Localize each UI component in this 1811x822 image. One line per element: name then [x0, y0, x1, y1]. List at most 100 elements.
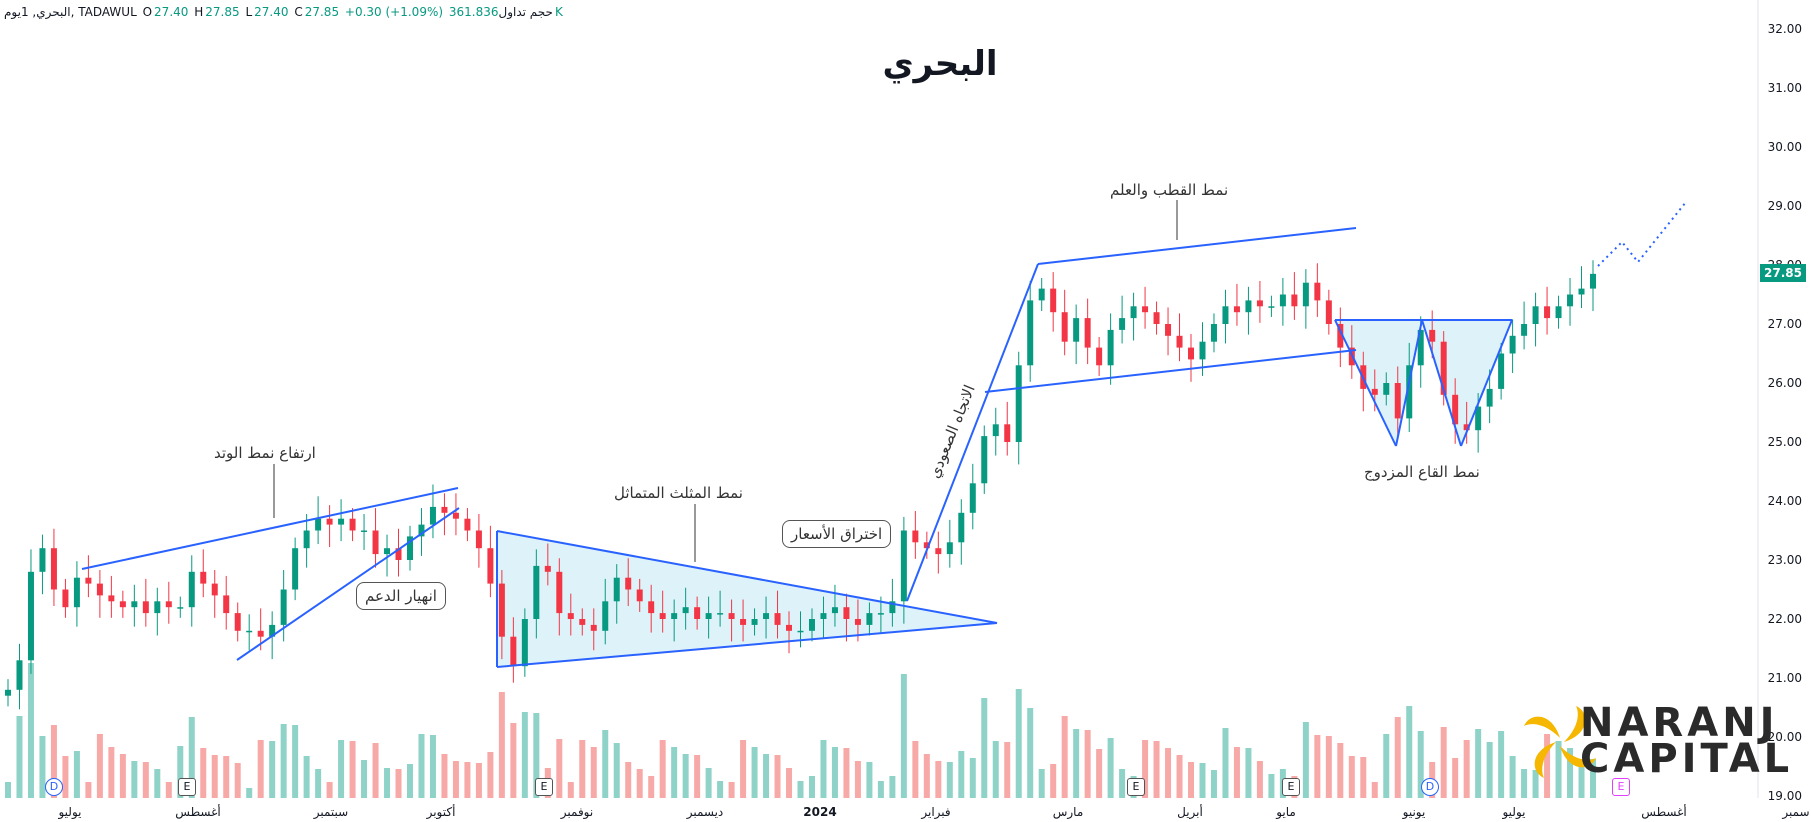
candle-body: [223, 595, 230, 614]
candle-body: [154, 601, 161, 614]
candle-body: [969, 483, 976, 513]
chart-title: البحري: [882, 44, 998, 84]
volume-bar: [1417, 731, 1424, 798]
candle-body: [384, 548, 391, 555]
bottom1-down: [1334, 319, 1397, 447]
candle-body: [1256, 300, 1263, 307]
candle-body: [579, 619, 586, 625]
volume-bar: [1532, 770, 1539, 798]
volume-bar: [1314, 735, 1321, 798]
volume-bar: [1084, 730, 1091, 798]
candle-body: [1096, 347, 1103, 366]
candle-body: [165, 601, 172, 608]
volume-bar: [625, 762, 632, 798]
volume-bar: [613, 743, 620, 798]
candle-body: [498, 583, 505, 637]
volume-bar: [1256, 761, 1263, 798]
earnings-marker[interactable]: E: [535, 778, 553, 796]
candle-body: [1176, 335, 1183, 348]
candle-body: [1153, 312, 1160, 324]
candle-body: [200, 571, 207, 584]
flag-upper-line: [1037, 227, 1357, 265]
volume-bar: [728, 782, 735, 798]
candle-body: [487, 548, 494, 584]
candle-body: [361, 530, 368, 532]
volume-bar: [1440, 727, 1447, 798]
volume-label: حجم تداول: [498, 5, 553, 19]
volume-bar: [854, 761, 861, 798]
volume-bars: [5, 663, 1596, 798]
candle-body: [717, 613, 724, 615]
volume-bar: [1096, 749, 1103, 798]
earnings-marker[interactable]: E: [1612, 778, 1630, 796]
y-tick-label: 27.00: [1768, 317, 1802, 331]
candle-body: [935, 548, 942, 555]
candle-body: [315, 518, 322, 531]
volume-bar: [889, 776, 896, 798]
candle-body: [636, 589, 643, 602]
volume-bar: [27, 663, 34, 798]
change-value: +0.30 (+1.09%): [344, 5, 444, 19]
candle-body: [751, 619, 758, 625]
naranj-logo-icon: [1524, 706, 1596, 778]
bottom1-up: [1395, 319, 1423, 447]
triangle-lower-line: [496, 622, 998, 668]
volume-bar: [372, 743, 379, 798]
candle-body: [854, 619, 861, 625]
volume-bar: [1486, 742, 1493, 798]
candle-body: [85, 577, 92, 584]
volume-bar: [108, 747, 115, 798]
volume-bar: [636, 769, 643, 798]
candle-body: [740, 619, 747, 625]
candle-body: [372, 530, 379, 555]
candle-body: [1210, 324, 1217, 342]
candle-body: [1314, 282, 1321, 301]
y-tick-label: 23.00: [1768, 553, 1802, 567]
volume-bar: [1073, 729, 1080, 798]
dividend-marker[interactable]: D: [45, 778, 63, 796]
volume-bar: [1153, 741, 1160, 798]
candle-body: [705, 613, 712, 619]
earnings-marker[interactable]: E: [1282, 778, 1300, 796]
candle-body: [1325, 300, 1332, 324]
volume-bar: [1544, 734, 1551, 798]
volume-bar: [188, 717, 195, 798]
candle-body: [1475, 406, 1482, 431]
volume-bar: [395, 769, 402, 798]
candle-body: [349, 518, 356, 531]
candle-body: [544, 565, 551, 572]
volume-bar: [1521, 769, 1528, 798]
low-value: 27.40: [254, 5, 289, 19]
last-price-tag: 27.85: [1760, 264, 1806, 282]
volume-bar: [62, 756, 69, 798]
y-tick-label: 31.00: [1768, 81, 1802, 95]
candle-body: [682, 607, 689, 614]
volume-bar: [602, 730, 609, 798]
y-tick-label: 20.00: [1768, 730, 1802, 744]
volume-bar: [1348, 756, 1355, 798]
volume-bar: [200, 748, 207, 798]
open-value: 27.40: [154, 5, 189, 19]
volume-value: 361.836K: [448, 5, 563, 19]
earnings-marker[interactable]: E: [178, 778, 196, 796]
candle-body: [1452, 394, 1459, 425]
candle-body: [1383, 383, 1390, 395]
candle-body: [1130, 306, 1137, 319]
candle-body: [1245, 300, 1252, 313]
candle-body: [1199, 341, 1206, 360]
earnings-marker[interactable]: E: [1127, 778, 1145, 796]
volume-bar: [487, 752, 494, 798]
candle-body: [418, 524, 425, 537]
volume-bar: [579, 740, 586, 798]
logo-line1: NARANJ: [1580, 700, 1779, 746]
candle-body: [73, 577, 80, 608]
volume-bar: [39, 736, 46, 798]
volume-bar: [326, 782, 333, 798]
dividend-marker[interactable]: D: [1421, 778, 1439, 796]
candles: [5, 260, 1596, 710]
candle-body: [1578, 288, 1585, 295]
candle-body: [119, 601, 126, 608]
candle-body: [16, 660, 23, 690]
volume-bar: [682, 754, 689, 798]
candle-body: [763, 613, 770, 619]
